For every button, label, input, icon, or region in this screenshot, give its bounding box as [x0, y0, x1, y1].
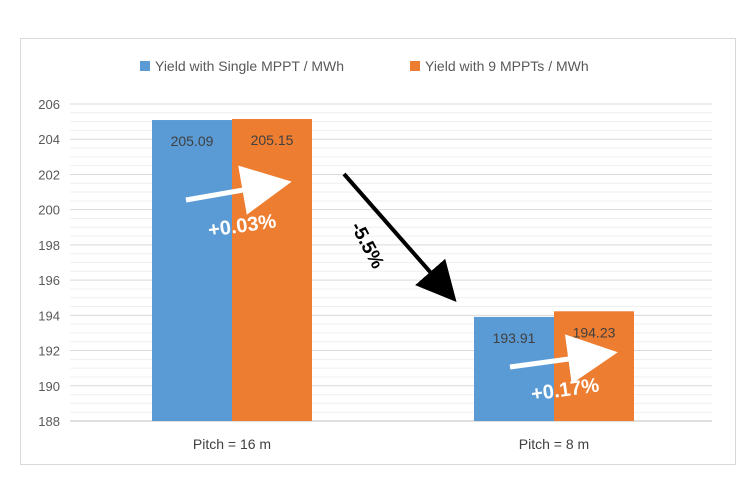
- y-tick-label: 190: [38, 379, 60, 394]
- annotations: +0.03%+0.17%-5.5%: [185, 165, 618, 406]
- data-label: 194.23: [573, 324, 616, 340]
- data-label: 193.91: [493, 330, 536, 346]
- increase-arrow: [185, 165, 292, 215]
- legend-swatch: [410, 61, 420, 71]
- legend-swatch: [140, 61, 150, 71]
- decrease-arrow: [342, 172, 457, 303]
- y-tick-label: 206: [38, 97, 60, 112]
- increase-arrow: [509, 334, 618, 384]
- category-label: Pitch = 16 m: [193, 436, 271, 452]
- legend: Yield with Single MPPT / MWh Yield with 9…: [140, 58, 589, 74]
- legend-label: Yield with Single MPPT / MWh: [155, 58, 344, 74]
- decrease-annotation: -5.5%: [346, 219, 388, 273]
- y-tick-label: 196: [38, 273, 60, 288]
- data-label: 205.09: [171, 133, 214, 149]
- y-tick-label: 200: [38, 203, 60, 218]
- y-tick-label: 192: [38, 344, 60, 359]
- bars: [152, 118, 634, 421]
- y-tick-label: 202: [38, 167, 60, 182]
- y-tick-label: 188: [38, 414, 60, 429]
- y-tick-label: 204: [38, 132, 60, 147]
- y-tick-label: 194: [38, 308, 60, 323]
- category-label: Pitch = 8 m: [519, 436, 589, 452]
- y-axis-ticks: 188 190 192 194 196 198 200 202 204 206: [38, 97, 60, 429]
- bar: [232, 118, 312, 421]
- bar: [152, 120, 232, 421]
- data-label: 205.15: [251, 132, 294, 148]
- x-axis-categories: Pitch = 16 m Pitch = 8 m: [193, 436, 589, 452]
- y-tick-label: 198: [38, 238, 60, 253]
- legend-label: Yield with 9 MPPTs / MWh: [425, 58, 589, 74]
